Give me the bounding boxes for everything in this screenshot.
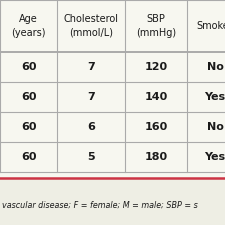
Text: vascular disease; F = female; M = male; SBP = s: vascular disease; F = female; M = male; … — [2, 200, 198, 209]
Text: Yes: Yes — [205, 152, 225, 162]
Text: 60: 60 — [21, 92, 36, 102]
Text: 7: 7 — [87, 92, 95, 102]
Text: No: No — [207, 62, 223, 72]
Text: Smoker: Smoker — [197, 21, 225, 31]
Text: 60: 60 — [21, 152, 36, 162]
Bar — [0, 172, 225, 178]
Bar — [0, 0, 225, 172]
Text: Yes: Yes — [205, 92, 225, 102]
Text: Age
(years): Age (years) — [11, 14, 46, 38]
Text: 160: 160 — [144, 122, 168, 132]
Text: 5: 5 — [87, 152, 95, 162]
Text: 120: 120 — [144, 62, 168, 72]
Bar — [0, 178, 225, 225]
Text: Cholesterol
(mmol/L): Cholesterol (mmol/L) — [63, 14, 119, 38]
Text: 60: 60 — [21, 122, 36, 132]
Text: 6: 6 — [87, 122, 95, 132]
Text: 60: 60 — [21, 62, 36, 72]
Text: 7: 7 — [87, 62, 95, 72]
Text: 180: 180 — [144, 152, 168, 162]
Text: SBP
(mmHg): SBP (mmHg) — [136, 14, 176, 38]
Text: 140: 140 — [144, 92, 168, 102]
Text: No: No — [207, 122, 223, 132]
